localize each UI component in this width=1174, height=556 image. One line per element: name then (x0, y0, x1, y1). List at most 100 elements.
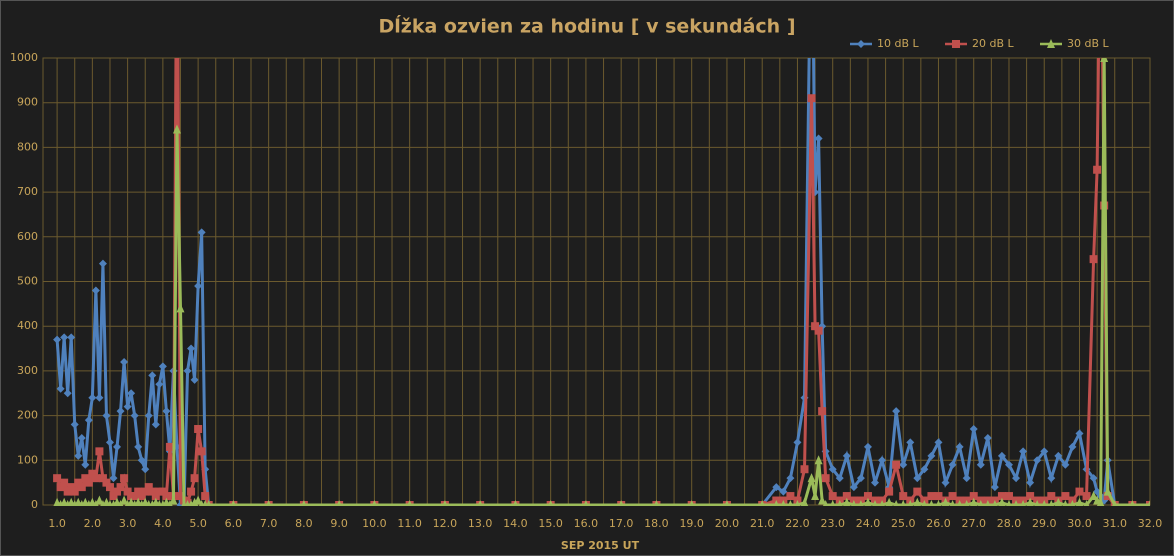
x-tick-label: 30.0 (1067, 517, 1092, 530)
marker (978, 500, 984, 506)
marker (1040, 447, 1049, 456)
marker (230, 500, 237, 506)
marker (964, 500, 970, 506)
marker (1061, 492, 1070, 501)
marker (983, 433, 992, 442)
marker (301, 500, 307, 506)
marker (84, 416, 93, 425)
marker (109, 492, 118, 501)
marker (123, 487, 132, 496)
marker (1129, 500, 1136, 506)
x-tick-label: 19.0 (679, 517, 704, 530)
marker (1075, 429, 1084, 438)
marker (928, 500, 935, 506)
marker (144, 483, 153, 492)
marker (137, 492, 146, 501)
legend-label: 30 dB L (1067, 37, 1110, 50)
marker (1041, 500, 1047, 506)
marker (144, 411, 153, 420)
marker (1026, 492, 1035, 501)
marker (151, 492, 160, 501)
marker (102, 411, 111, 420)
marker (1004, 492, 1013, 501)
marker (1047, 492, 1056, 501)
marker (1019, 447, 1028, 456)
marker (127, 389, 136, 398)
marker (772, 483, 781, 492)
marker (98, 474, 107, 483)
y-tick-label: 700 (17, 185, 38, 198)
marker (807, 473, 816, 483)
marker (1075, 487, 1084, 496)
marker (181, 500, 187, 506)
marker (183, 366, 192, 375)
marker (927, 492, 936, 501)
marker (1069, 500, 1076, 506)
marker (172, 124, 181, 134)
marker (176, 303, 185, 313)
marker (653, 500, 660, 506)
marker (872, 500, 878, 506)
marker (811, 322, 820, 331)
marker (194, 495, 203, 505)
marker (787, 500, 794, 506)
y-tick-label: 300 (17, 364, 38, 377)
marker (202, 500, 208, 506)
marker (786, 474, 795, 483)
marker (77, 483, 86, 492)
x-tick-label: 15.0 (538, 517, 563, 530)
marker (130, 492, 139, 501)
marker (970, 497, 978, 506)
legend-label: 10 dB L (877, 37, 920, 50)
marker (70, 420, 79, 429)
marker (190, 474, 199, 483)
x-tick-label: 5.0 (189, 517, 207, 530)
marker (151, 420, 160, 429)
marker (962, 474, 971, 483)
x-tick-label: 28.0 (997, 517, 1022, 530)
x-tick-label: 11.0 (397, 517, 422, 530)
marker (158, 487, 167, 496)
marker (927, 451, 936, 460)
x-tick-label: 10.0 (362, 517, 387, 530)
x-tick-label: 3.0 (119, 517, 137, 530)
marker (969, 425, 978, 434)
marker (793, 438, 802, 447)
marker (842, 492, 851, 501)
marker (1096, 497, 1105, 506)
x-tick-label: 13.0 (468, 517, 493, 530)
marker (1089, 474, 1098, 483)
marker (794, 500, 801, 506)
legend-marker (857, 40, 865, 48)
marker (265, 500, 272, 506)
marker (811, 491, 820, 501)
marker (148, 487, 157, 496)
marker (53, 474, 62, 483)
x-tick-label: 6.0 (225, 517, 243, 530)
marker (162, 407, 171, 416)
marker (95, 447, 104, 456)
marker (77, 433, 86, 442)
marker (1061, 460, 1070, 469)
x-tick-label: 29.0 (1032, 517, 1057, 530)
marker (1004, 460, 1013, 469)
marker (907, 500, 913, 506)
marker (53, 335, 62, 344)
marker (74, 478, 83, 487)
marker (773, 500, 779, 506)
marker (814, 326, 823, 335)
marker (1083, 500, 1090, 506)
marker (60, 478, 69, 487)
legend-label: 20 dB L (972, 37, 1015, 50)
marker (187, 487, 196, 496)
marker (67, 483, 76, 492)
marker (148, 371, 157, 380)
marker (830, 500, 836, 506)
x-tick-label: 25.0 (891, 517, 916, 530)
x-tick-label: 4.0 (154, 517, 172, 530)
marker (141, 465, 150, 474)
marker (198, 500, 205, 506)
marker (814, 134, 823, 143)
marker (892, 407, 901, 416)
marker (1033, 456, 1042, 465)
